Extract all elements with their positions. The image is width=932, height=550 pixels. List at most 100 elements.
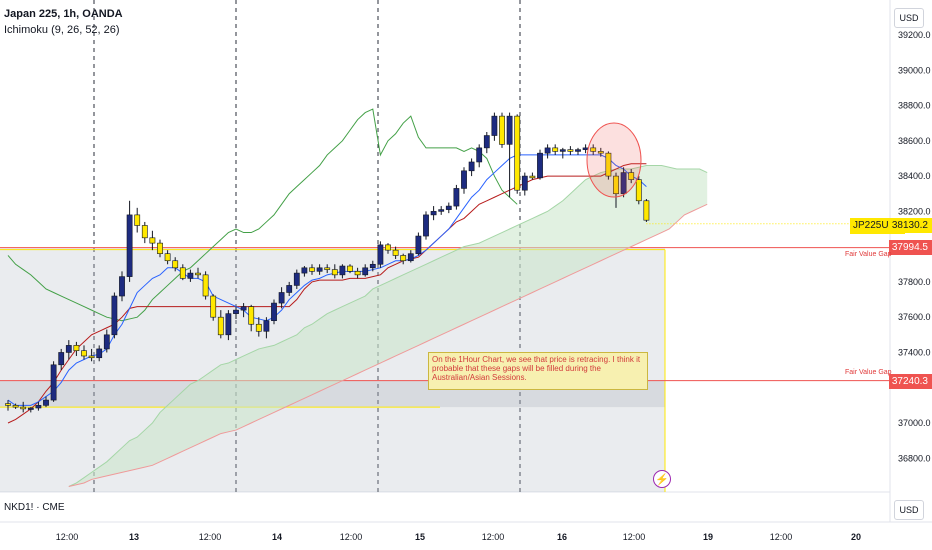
fvg-label-upper[interactable]: Fair Value Gap (845, 251, 892, 258)
price-tick-label: 38400.0 (898, 171, 931, 181)
candle (27, 407, 34, 410)
candle (483, 135, 490, 149)
candle (430, 211, 437, 216)
candle (544, 147, 551, 154)
candle (271, 302, 277, 322)
candle (134, 214, 141, 226)
fvg-label-lower[interactable]: Fair Value Gap (845, 369, 892, 376)
candle (354, 271, 361, 276)
candle (293, 272, 300, 286)
candle (339, 265, 346, 276)
candle (195, 272, 201, 276)
time-tick-label: 12:00 (482, 532, 505, 542)
candle (233, 309, 239, 314)
price-tick-label: 37400.0 (898, 347, 931, 357)
candle (635, 179, 642, 202)
candle (240, 306, 247, 311)
candle (12, 405, 19, 408)
candle (521, 175, 528, 191)
candle (499, 115, 505, 145)
candle (141, 225, 148, 239)
senkou-span-b (68, 203, 708, 487)
candle (65, 345, 72, 353)
candle (468, 161, 475, 172)
candle (347, 265, 353, 272)
candle (438, 209, 445, 212)
candle (278, 292, 285, 304)
candle (461, 170, 467, 189)
fvg-lower-price-badge: 37240.3 (888, 374, 932, 389)
time-tick-label: 12:00 (56, 532, 79, 542)
time-tick-label: 16 (557, 532, 567, 542)
candle (164, 253, 171, 262)
candle (537, 152, 543, 179)
candle (575, 149, 581, 152)
candle (605, 152, 612, 177)
candle (628, 172, 635, 180)
time-tick-label: 12:00 (623, 532, 646, 542)
fvg-upper-price-badge: 37994.5 (888, 240, 932, 255)
price-tick-label: 39000.0 (898, 65, 931, 75)
candle (377, 244, 384, 265)
ellipse-drawing[interactable] (586, 122, 642, 198)
time-tick-label: 20 (851, 532, 861, 542)
candle (453, 188, 460, 207)
time-tick-label: 14 (272, 532, 282, 542)
candle (248, 306, 255, 325)
time-tick-label: 12:00 (340, 532, 363, 542)
candle (514, 115, 521, 191)
candle (217, 316, 224, 336)
candle (119, 276, 125, 297)
time-tick-label: 13 (129, 532, 139, 542)
annotation-note[interactable]: On the 1Hour Chart, we see that price is… (428, 352, 648, 390)
candle (255, 323, 262, 332)
price-tick-label: 37800.0 (898, 277, 931, 287)
currency-button-top[interactable]: USD (894, 8, 924, 28)
candle (620, 172, 627, 195)
candle (316, 267, 323, 272)
candle (35, 405, 42, 409)
senkou-span-a (68, 165, 708, 487)
candle (552, 147, 559, 152)
candle (415, 235, 422, 254)
symbol-legend-title[interactable]: Japan 225, 1h, OANDA (4, 8, 123, 20)
currency-button-bottom[interactable]: USD (894, 500, 924, 520)
time-tick-label: 19 (703, 532, 713, 542)
candle (126, 214, 133, 277)
candle (309, 267, 315, 272)
current-price-badge: 38130.2 (888, 218, 932, 233)
lightning-icon[interactable]: ⚡ (653, 470, 671, 488)
bottom-pane-symbol[interactable]: NKD1! · CME (4, 502, 65, 513)
price-tick-label: 39200.0 (898, 30, 931, 40)
ichimoku-cloud (68, 165, 708, 487)
candle (58, 352, 65, 366)
ichimoku-legend[interactable]: Ichimoku (9, 26, 52, 26) (4, 24, 120, 36)
candle (81, 350, 87, 357)
candle (210, 295, 217, 318)
candle (529, 175, 536, 179)
candle (5, 403, 11, 406)
candle (491, 115, 498, 136)
time-tick-label: 12:00 (199, 532, 222, 542)
price-tick-label: 38600.0 (898, 136, 931, 146)
chikou-span (7, 108, 518, 322)
price-tick-label: 36800.0 (898, 453, 931, 463)
candle (400, 255, 407, 262)
candle (73, 345, 80, 351)
candle (407, 253, 414, 262)
time-tick-label: 15 (415, 532, 425, 542)
candle (643, 200, 650, 221)
candle (369, 263, 376, 269)
candle (225, 313, 232, 336)
candle (392, 249, 399, 256)
candle (43, 399, 49, 406)
candle (506, 115, 513, 145)
candle (20, 406, 27, 410)
candle (179, 267, 186, 279)
candle (88, 355, 95, 359)
candle (590, 147, 597, 152)
candle (96, 348, 103, 359)
candle (187, 272, 194, 279)
candle (111, 295, 118, 336)
